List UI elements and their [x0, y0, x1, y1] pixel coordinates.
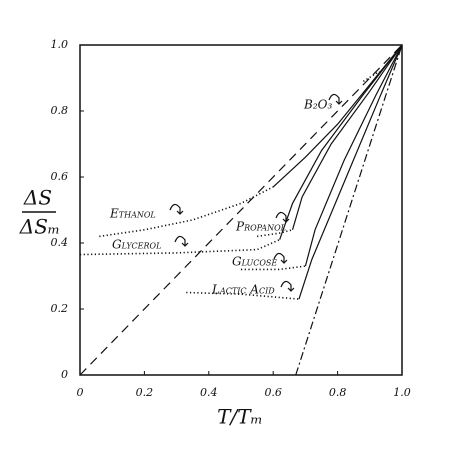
label-arrow	[280, 280, 295, 292]
label-arrow	[275, 211, 290, 223]
curve	[279, 44, 403, 240]
x-tick-label: 0	[77, 386, 84, 399]
curve	[79, 238, 280, 256]
curve-label: Lactic Acid	[211, 283, 275, 297]
curve	[298, 44, 403, 300]
label-arrow	[273, 252, 288, 264]
curve	[79, 44, 403, 376]
curve	[291, 44, 403, 230]
curve	[186, 291, 300, 300]
curve-label: B₂O₃	[303, 98, 332, 112]
y-tick-label: 0.2	[51, 302, 69, 315]
curve	[241, 265, 306, 271]
x-tick-label: 0.4	[200, 386, 218, 399]
y-tick-label: 0.6	[51, 170, 69, 183]
y-axis-label-bottom: ΔSₘ	[19, 215, 60, 239]
y-tick-label: 0	[61, 368, 68, 381]
label-arrow	[174, 235, 189, 247]
curve-label: Glycerol	[112, 238, 161, 252]
curve	[362, 70, 380, 82]
y-tick-label: 0.4	[51, 236, 69, 249]
y-tick-label: 1.0	[51, 38, 69, 51]
x-tick-label: 0.8	[329, 386, 347, 399]
curve	[304, 44, 403, 267]
curve	[256, 229, 293, 238]
curve-label: Propanol	[235, 220, 286, 234]
curve	[272, 44, 403, 188]
curve	[99, 186, 274, 238]
y-axis-label-top: ΔS	[23, 186, 52, 210]
curve	[295, 44, 403, 376]
x-tick-label: 0.6	[264, 386, 282, 399]
x-axis-label: T/Tₘ	[217, 405, 263, 429]
x-tick-label: 1.0	[393, 386, 411, 399]
x-tick-label: 0.2	[136, 386, 154, 399]
label-arrow	[328, 93, 343, 105]
y-tick-label: 0.8	[51, 104, 69, 117]
plot-frame	[79, 44, 403, 376]
curve-label: Ethanol	[109, 207, 156, 221]
curve-label: Glucose	[232, 255, 277, 269]
label-arrow	[169, 203, 184, 215]
